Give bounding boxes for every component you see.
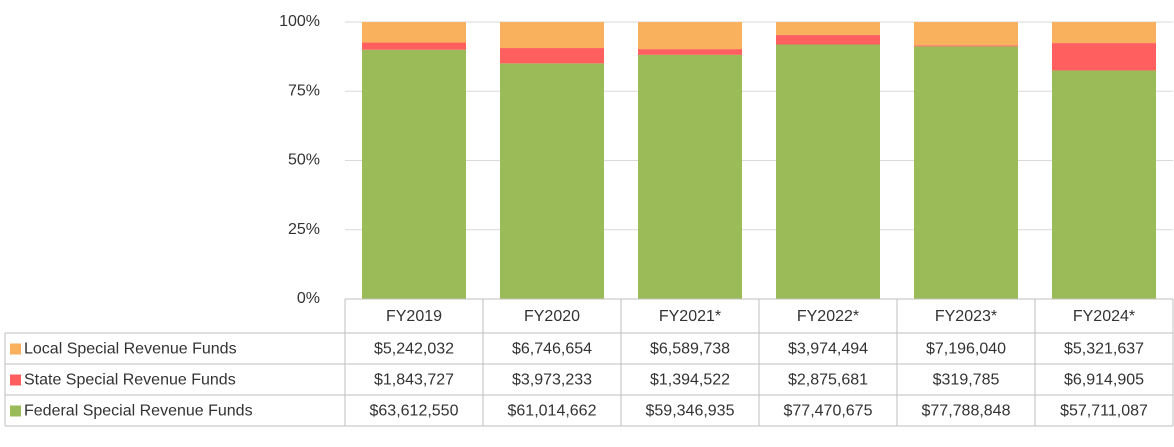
y-tick-label: 100%: [279, 13, 320, 30]
bar-segment: [914, 46, 1018, 299]
table-cell: $6,589,738: [650, 341, 730, 358]
table-cell: $1,394,522: [650, 372, 730, 389]
legend-label: Local Special Revenue Funds: [24, 341, 237, 358]
legend-swatch: [10, 405, 21, 417]
table-cell: $61,014,662: [508, 403, 597, 420]
bar-segment: [914, 22, 1018, 46]
table-cell: $57,711,087: [1060, 403, 1148, 420]
bar-segment: [914, 45, 1018, 47]
bar-segment: [1052, 22, 1156, 44]
y-tick-label: 0%: [297, 290, 320, 307]
bar-segment: [1052, 70, 1156, 299]
bar-segment: [1052, 43, 1156, 71]
table-cell: $7,196,040: [926, 341, 1006, 358]
x-tick-label: FY2020: [524, 308, 580, 325]
bar-segment: [638, 54, 742, 299]
bar-segment: [776, 44, 880, 299]
bar-segment: [500, 22, 604, 49]
table-cell: $63,612,550: [370, 403, 459, 420]
table-cell: $2,875,681: [788, 372, 868, 389]
bar-segment: [362, 42, 466, 50]
x-tick-label: FY2021*: [659, 308, 721, 325]
y-tick-label: 50%: [288, 152, 320, 169]
bar-segment: [638, 22, 742, 50]
y-tick-label: 25%: [288, 221, 320, 238]
bar-segment: [776, 35, 880, 45]
bar-segment: [500, 63, 604, 299]
x-tick-label: FY2022*: [797, 308, 859, 325]
table-cell: $6,746,654: [512, 341, 592, 358]
table-cell: $5,321,637: [1064, 341, 1144, 358]
legend-label: State Special Revenue Funds: [24, 372, 236, 389]
table-cell: $3,973,233: [512, 372, 592, 389]
table-cell: $59,346,935: [646, 403, 735, 420]
bar-segment: [776, 22, 880, 36]
bar-segment: [638, 49, 742, 55]
bar-segment: [362, 22, 466, 43]
table-cell: $319,785: [933, 372, 1000, 389]
y-tick-label: 75%: [288, 82, 320, 99]
table-cell: $6,914,905: [1064, 372, 1144, 389]
bar-segment: [362, 49, 466, 299]
legend-label: Federal Special Revenue Funds: [24, 403, 253, 420]
x-tick-label: FY2019: [386, 308, 442, 325]
x-tick-label: FY2023*: [935, 308, 997, 325]
legend-swatch: [10, 374, 21, 386]
bar-segment: [500, 48, 604, 64]
table-cell: $77,788,848: [922, 403, 1011, 420]
table-cell: $3,974,494: [788, 341, 868, 358]
table-cell: $77,470,675: [784, 403, 873, 420]
table-cell: $1,843,727: [374, 372, 454, 389]
legend-swatch: [10, 343, 21, 355]
table-cell: $5,242,032: [374, 341, 454, 358]
x-tick-label: FY2024*: [1073, 308, 1135, 325]
